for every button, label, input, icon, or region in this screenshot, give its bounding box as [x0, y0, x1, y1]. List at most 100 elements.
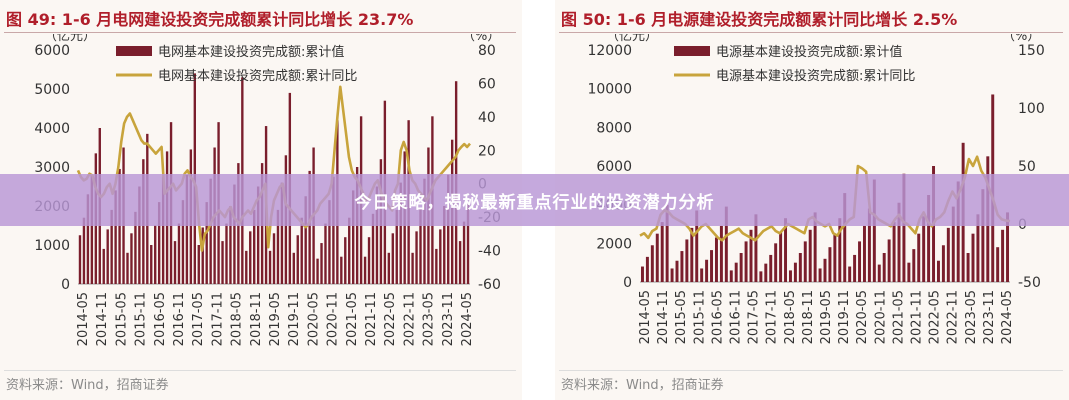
bar	[391, 233, 394, 284]
bar	[447, 174, 450, 284]
chart-source: 资料来源：Wind，招商证券	[6, 378, 169, 393]
chart-title: 图 49: 1-6 月电网建设投资完成额累计同比增长 23.7%	[6, 10, 414, 29]
bar	[181, 200, 185, 284]
bar	[660, 222, 664, 282]
headline-banner: 今日策略，揭秘最新重点行业的投资潜力分析	[0, 174, 1069, 226]
bar	[296, 235, 299, 284]
x-tick-label: 2024-05	[460, 292, 475, 346]
bar	[729, 270, 733, 282]
bar	[705, 259, 709, 282]
left-tick-label: 6000	[596, 159, 632, 175]
x-tick-label: 2023-11	[982, 290, 997, 344]
banner-text: 今日策略，揭秘最新重点行业的投资潜力分析	[354, 192, 715, 213]
right-tick-label: -60	[478, 277, 501, 293]
bar	[640, 266, 644, 282]
bar	[375, 186, 379, 284]
bar	[946, 227, 950, 282]
bar	[996, 247, 1000, 282]
bar	[268, 250, 272, 284]
bar	[719, 225, 723, 282]
left-tick-label: 6000	[34, 43, 70, 59]
bar	[201, 227, 204, 284]
x-tick-label: 2017-11	[210, 292, 225, 346]
left-tick-label: 0	[623, 275, 632, 291]
x-tick-label: 2022-11	[946, 290, 961, 344]
left-tick-label: 8000	[596, 120, 632, 136]
bar	[256, 186, 260, 284]
bar	[754, 214, 758, 282]
right-tick-label: 150	[1018, 43, 1045, 59]
bar	[233, 184, 236, 284]
x-tick-label: 2014-05	[76, 292, 91, 346]
legend-label-bar: 电源基本建设投资完成额:累计值	[716, 44, 902, 60]
bar	[300, 217, 303, 284]
legend-swatch-bar	[674, 46, 710, 56]
bar	[976, 214, 980, 282]
bar	[126, 252, 129, 284]
bar	[1001, 229, 1005, 282]
bar	[154, 225, 157, 284]
bar	[320, 243, 323, 284]
bar	[862, 225, 866, 282]
bar	[853, 254, 857, 282]
bar	[276, 209, 280, 284]
x-tick-label: 2016-11	[172, 292, 187, 346]
bar	[739, 253, 743, 282]
bar	[177, 223, 181, 284]
bar	[922, 216, 926, 282]
right-tick-label: 60	[478, 76, 496, 92]
bar	[867, 208, 871, 282]
bar	[173, 241, 177, 284]
x-tick-label: 2022-11	[402, 292, 417, 346]
x-tick-label: 2016-11	[729, 290, 744, 344]
bar	[90, 174, 94, 284]
bar	[971, 233, 975, 282]
bar	[798, 253, 802, 282]
bar	[395, 209, 398, 284]
x-tick-label: 2024-05	[1000, 290, 1015, 344]
bar	[102, 248, 105, 284]
bar	[185, 174, 189, 284]
series-line	[76, 85, 471, 252]
bar	[650, 245, 654, 282]
left-tick-label: 1000	[34, 238, 70, 254]
bar	[665, 204, 669, 282]
x-tick-label: 2021-05	[891, 290, 906, 344]
bar	[399, 182, 402, 284]
bar	[744, 241, 748, 282]
bar	[225, 223, 228, 284]
bar	[927, 195, 931, 282]
bar	[1006, 212, 1010, 282]
x-tick-label: 2020-05	[855, 290, 870, 344]
bar	[130, 233, 133, 284]
bar	[304, 196, 307, 284]
right-tick-label: 80	[478, 43, 496, 59]
bar	[793, 262, 797, 282]
source-divider	[559, 370, 1063, 371]
bar	[872, 179, 876, 282]
bar	[887, 239, 891, 282]
bar	[324, 223, 327, 284]
bar	[710, 250, 714, 282]
bar	[328, 200, 331, 284]
bar	[118, 168, 121, 284]
bar	[106, 229, 109, 284]
bar	[221, 241, 224, 284]
bar	[245, 250, 248, 284]
bar	[249, 231, 252, 284]
bar	[828, 247, 832, 282]
x-tick-label: 2023-05	[964, 290, 979, 344]
x-tick-label: 2016-05	[153, 292, 168, 346]
x-tick-label: 2017-11	[765, 290, 780, 344]
bar	[371, 213, 375, 284]
bar	[458, 241, 462, 284]
left-axis-unit: （亿元）	[44, 34, 96, 44]
right-tick-label: -50	[1018, 275, 1041, 291]
x-tick-label: 2019-05	[819, 290, 834, 344]
bar	[197, 245, 200, 284]
bar	[340, 256, 343, 284]
x-tick-label: 2016-05	[710, 290, 725, 344]
bar	[897, 202, 901, 282]
bar	[749, 229, 753, 282]
bar	[877, 264, 881, 282]
